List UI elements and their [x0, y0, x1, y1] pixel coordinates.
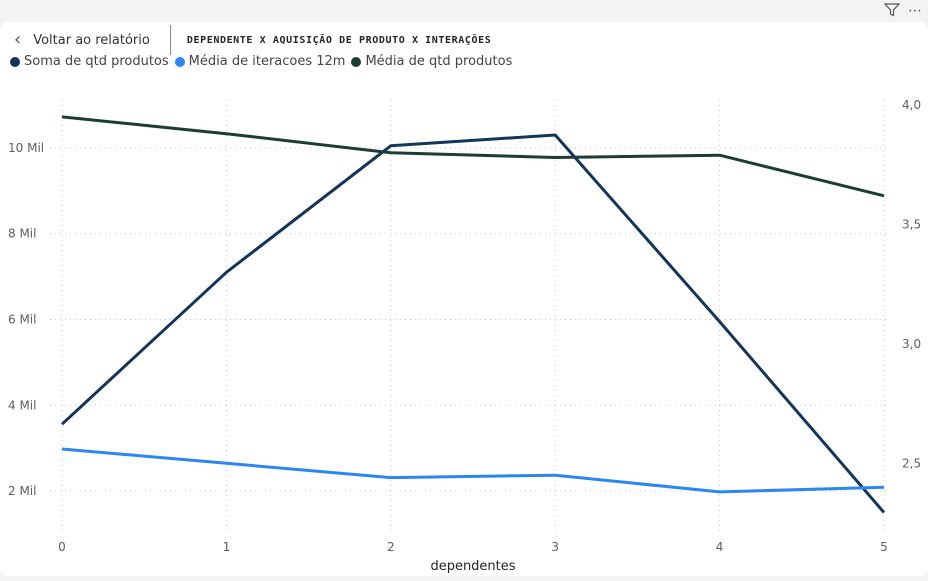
x-tick-label: 3 — [551, 540, 559, 554]
x-tick-label: 2 — [387, 540, 395, 554]
legend-item[interactable]: Média de iteracoes 12m — [174, 54, 346, 69]
y-right-tick-label: 2,5 — [902, 456, 921, 470]
legend-label: Média de qtd produtos — [365, 54, 513, 69]
legend-label: Soma de qtd produtos — [24, 54, 169, 69]
y-right-tick-label: 4,0 — [902, 98, 921, 112]
header-divider — [169, 25, 171, 55]
y-left-tick-label: 6 Mil — [8, 313, 36, 327]
back-to-report-label: Voltar ao relatório — [33, 32, 150, 48]
back-to-report-button[interactable]: ‹ Voltar ao relatório — [0, 24, 150, 56]
legend-item[interactable]: Média de qtd produtos — [351, 54, 512, 69]
chart-legend: Soma de qtd produtos Média de iteracoes 1… — [10, 54, 512, 69]
y-left-tick-label: 4 Mil — [8, 398, 36, 412]
series-line — [61, 115, 885, 198]
chevron-left-icon: ‹ — [14, 29, 22, 50]
y-right-tick-label: 3,0 — [902, 337, 921, 351]
series-line — [60, 133, 886, 514]
x-tick-label: 0 — [58, 540, 66, 554]
x-tick-label: 5 — [880, 540, 888, 554]
y-left-tick-label: 8 Mil — [8, 227, 36, 241]
visual-header-icons: ⋯ — [862, 0, 928, 22]
legend-marker — [174, 56, 185, 67]
x-axis-title: dependentes — [430, 559, 515, 574]
filter-icon[interactable] — [883, 2, 901, 20]
legend-item[interactable]: Soma de qtd produtos — [10, 54, 169, 69]
x-tick-label: 4 — [716, 540, 724, 554]
y-left-tick-label: 10 Mil — [8, 141, 44, 155]
more-options-icon[interactable]: ⋯ — [908, 3, 922, 19]
visual-card: ‹ Voltar ao relatório DEPENDENTE X AQUIS… — [0, 22, 928, 576]
y-left-tick-label: 2 Mil — [8, 484, 36, 498]
series-line — [61, 447, 885, 494]
legend-marker — [10, 56, 20, 67]
legend-marker — [351, 56, 362, 67]
x-tick-label: 1 — [223, 540, 231, 554]
legend-label: Média de iteracoes 12m — [188, 54, 346, 69]
visual-header: ‹ Voltar ao relatório DEPENDENTE X AQUIS… — [0, 22, 928, 58]
chart-title: DEPENDENTE X AQUISIÇÃO DE PRODUTO X INTE… — [186, 34, 492, 46]
y-right-tick-label: 3,5 — [902, 217, 921, 231]
